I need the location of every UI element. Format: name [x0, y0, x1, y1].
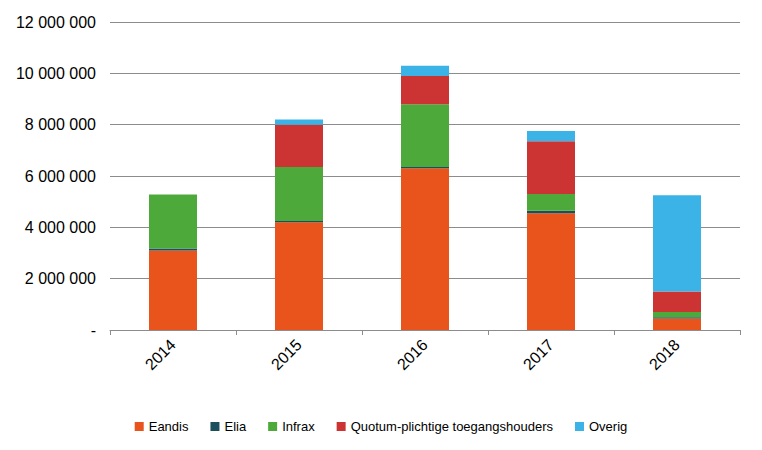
svg-text:Infrax: Infrax: [282, 419, 315, 434]
svg-text:2018: 2018: [646, 336, 683, 373]
svg-text:2014: 2014: [142, 336, 179, 373]
svg-text:Overig: Overig: [589, 419, 627, 434]
svg-text:Quotum-plichtige toegangshoude: Quotum-plichtige toegangshouders: [351, 419, 554, 434]
svg-text:4 000 000: 4 000 000: [25, 219, 96, 236]
svg-text:10 000 000: 10 000 000: [16, 65, 96, 82]
svg-text:Eandis: Eandis: [149, 419, 189, 434]
svg-text:2 000 000: 2 000 000: [25, 270, 96, 287]
svg-text:Elia: Elia: [224, 419, 246, 434]
svg-text:-: -: [91, 322, 96, 339]
svg-text:2017: 2017: [520, 336, 557, 373]
svg-text:12 000 000: 12 000 000: [16, 14, 96, 31]
svg-text:2016: 2016: [394, 336, 431, 373]
svg-text:8 000 000: 8 000 000: [25, 116, 96, 133]
svg-text:2015: 2015: [268, 336, 305, 373]
svg-text:6 000 000: 6 000 000: [25, 168, 96, 185]
